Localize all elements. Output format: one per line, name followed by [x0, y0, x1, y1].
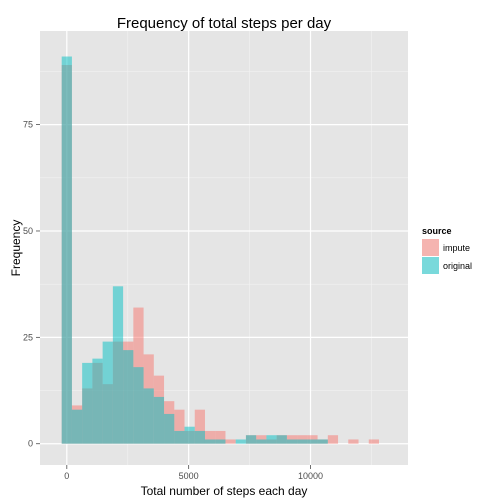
bar-original	[92, 358, 103, 444]
axes: 0 5000 10000 0 25 50 75	[23, 120, 323, 481]
bar-impute	[225, 439, 236, 444]
bar-original	[184, 426, 195, 444]
legend-label-original: original	[443, 261, 472, 271]
y-tick-label: 0	[28, 439, 33, 449]
bar-original	[71, 409, 83, 444]
y-tick-label: 75	[23, 120, 33, 130]
bar-original	[307, 439, 318, 444]
y-axis-label: Frequency	[9, 220, 23, 277]
bar-impute	[327, 435, 339, 444]
x-axis-label: Total number of steps each day	[141, 484, 308, 498]
bar-impute	[194, 409, 205, 444]
bar-original	[297, 439, 308, 444]
bar-original	[143, 388, 154, 444]
bar-original	[174, 430, 185, 444]
bar-original	[286, 439, 298, 444]
bar-impute	[215, 430, 226, 444]
bar-original	[204, 439, 216, 444]
y-tick-label: 50	[23, 226, 33, 236]
x-tick-label: 5000	[179, 471, 199, 481]
bar-impute	[348, 439, 359, 444]
legend-label-impute: impute	[443, 243, 470, 253]
bar-original	[245, 435, 257, 444]
bar-original	[153, 396, 165, 444]
legend-swatch-original	[422, 257, 439, 274]
legend-swatch-impute	[422, 239, 439, 256]
bar-original	[266, 435, 277, 444]
chart-title: Frequency of total steps per day	[117, 15, 332, 32]
x-tick-label: 0	[64, 471, 69, 481]
bar-impute	[204, 430, 216, 444]
y-tick-label: 25	[23, 332, 33, 342]
bar-original	[123, 350, 134, 444]
bar-original	[276, 435, 287, 444]
bar-original	[215, 439, 226, 444]
x-tick-label: 10000	[298, 471, 323, 481]
bar-impute	[174, 409, 185, 444]
bar-original	[256, 439, 267, 444]
bar-impute	[368, 439, 379, 444]
bar-original	[317, 439, 328, 444]
bar-original	[164, 413, 175, 444]
bar-original	[133, 367, 144, 444]
bar-original	[235, 439, 246, 444]
legend-title: source	[422, 226, 452, 236]
bar-original	[61, 56, 72, 444]
legend: source impute original	[422, 226, 472, 274]
bars	[61, 56, 379, 444]
bar-original	[112, 286, 124, 444]
bar-original	[82, 362, 93, 444]
bar-original	[102, 341, 113, 444]
bar-original	[194, 430, 205, 444]
